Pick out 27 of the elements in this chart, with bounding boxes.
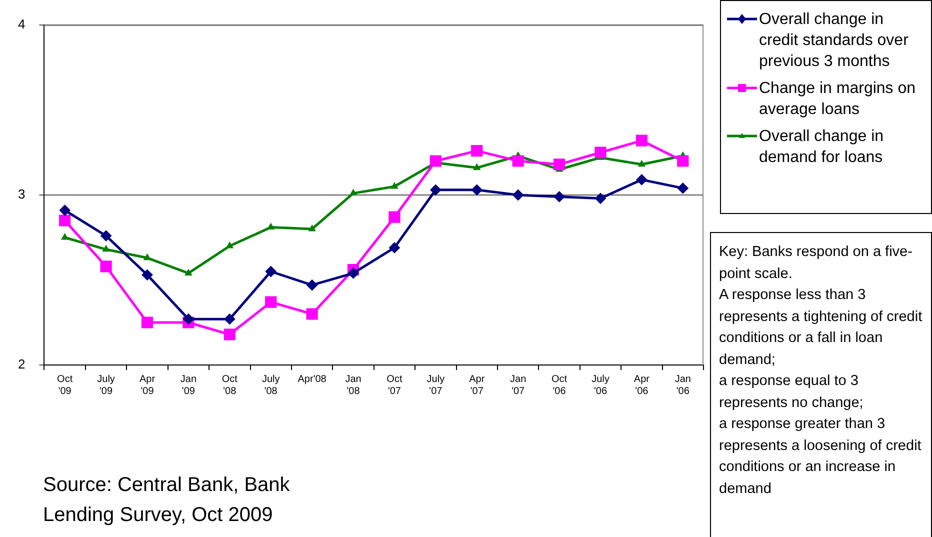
source-note: Source: Central Bank, Bank Lending Survey, Oct 2009 (43, 473, 291, 528)
text: a response equal to 3 represents no change; (719, 372, 864, 412)
text: Key: Banks respond on a five-point scale. (719, 243, 914, 284)
x-tick-label: Apr '07 (469, 374, 486, 397)
text: A response less than 3 represents a tightening of credit conditions or a fall in loan demand; (719, 286, 924, 370)
x-tick-label: Oct '08 (222, 374, 238, 397)
x-tick-label: July '06 (592, 374, 610, 397)
x-tick-label: Apr'08 (298, 374, 327, 385)
x-tick-label: Jan '08 (345, 374, 362, 397)
legend-label: Overall change in demand for loans (759, 127, 885, 168)
x-tick-label: July '07 (426, 374, 445, 397)
x-tick-label: Jan '09 (180, 374, 197, 397)
x-tick-label: Jan '06 (674, 374, 691, 397)
x-tick-label: Oct '07 (386, 374, 402, 397)
x-tick-label: Jan '07 (510, 374, 526, 397)
y-tick-label: 3 (18, 186, 26, 202)
x-tick-label: Apr '09 (139, 374, 156, 397)
y-tick-label: 4 (18, 16, 26, 32)
x-tick-label: July '09 (97, 374, 115, 397)
x-tick-label: Oct '06 (552, 374, 568, 397)
x-tick-label: Apr '06 (634, 374, 650, 397)
legend-label: Overall change in credit standards over previous 3 months (759, 10, 910, 72)
legend-label: Change in margins on average loans (759, 79, 917, 120)
y-tick-label: 2 (18, 356, 26, 372)
x-tick-label: Oct '09 (57, 374, 73, 397)
x-tick-label: July '08 (262, 374, 280, 397)
text: a response greater than 3 represents a loosening of credit conditions or an increase in demand (719, 415, 922, 498)
